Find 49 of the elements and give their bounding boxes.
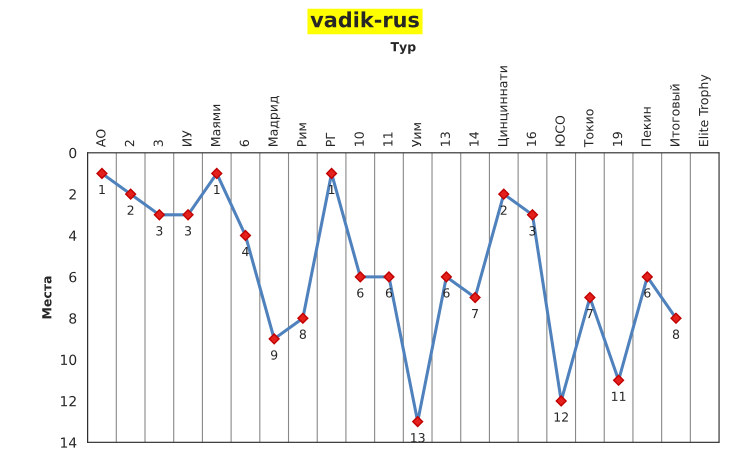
data-label: 9 [270, 350, 278, 360]
y-tick-label: 10 [61, 354, 76, 366]
y-tick-label: 0 [69, 148, 76, 158]
data-label: 2 [128, 205, 134, 215]
x-tick-label: 3 [154, 140, 163, 146]
data-label: 11 [612, 392, 626, 401]
data-label: 2 [500, 205, 507, 215]
x-tick-label: АО [96, 130, 106, 148]
x-tick-label: 13 [440, 132, 450, 146]
data-label: 1 [99, 184, 105, 194]
y-tick-label: 4 [69, 230, 76, 241]
y-tick-label: 2 [69, 189, 76, 200]
data-label: 8 [300, 330, 306, 340]
x-axis-title: Тур [390, 42, 416, 54]
x-tick-label: 10 [354, 132, 364, 146]
data-label: 7 [472, 309, 478, 318]
y-tick-label: 6 [69, 272, 76, 282]
x-tick-label: Цинциннати [498, 66, 510, 146]
x-tick-label: ЮСО [555, 116, 565, 146]
y-axis-title: Места [42, 276, 52, 318]
x-tick-label: Уим [412, 123, 422, 147]
x-tick-label: Мадрид [268, 96, 280, 146]
x-tick-label: 11 [383, 132, 392, 146]
x-tick-label: Маями [211, 104, 220, 146]
x-tick-label: Пекин [642, 107, 651, 146]
data-label: 6 [357, 288, 364, 298]
y-tick-label: 8 [69, 313, 76, 324]
data-label: 4 [242, 246, 249, 256]
x-tick-label: 14 [469, 132, 479, 146]
x-tick-label: 2 [124, 140, 134, 146]
data-label: 12 [554, 412, 568, 422]
x-tick-label: Elite Trophy [698, 74, 711, 146]
data-label: 3 [156, 226, 162, 236]
x-tick-label: РГ [326, 132, 336, 146]
data-label: 7 [586, 309, 593, 318]
x-tick-label: Рим [297, 123, 306, 146]
x-tick-label: ИУ [182, 130, 192, 146]
y-tick-label: 14 [61, 437, 76, 448]
data-label: 1 [214, 184, 220, 194]
x-tick-label: Итоговый [670, 84, 680, 146]
data-label: 8 [672, 330, 680, 340]
y-tick-label: 12 [61, 396, 76, 406]
x-tick-label: 19 [612, 132, 622, 146]
data-label: 3 [185, 226, 192, 236]
x-tick-label: 16 [526, 132, 536, 146]
chart-title: vadik-rus [310, 11, 419, 28]
x-tick-label: 6 [240, 140, 250, 146]
data-label: 6 [644, 288, 650, 298]
x-tick-label: Токио [584, 109, 594, 148]
